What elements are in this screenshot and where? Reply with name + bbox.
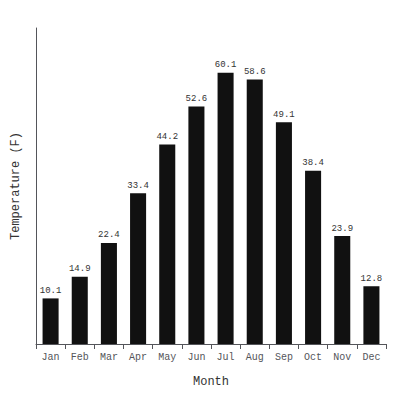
svg-text:Aug: Aug [246, 352, 264, 363]
svg-text:33.4: 33.4 [127, 181, 149, 191]
svg-text:Apr: Apr [129, 352, 147, 363]
svg-text:Jul: Jul [217, 352, 235, 363]
svg-text:Sep: Sep [275, 352, 293, 363]
svg-text:23.9: 23.9 [331, 224, 353, 234]
svg-text:60.1: 60.1 [215, 60, 237, 70]
svg-text:12.8: 12.8 [361, 274, 383, 284]
svg-text:49.1: 49.1 [273, 110, 295, 120]
svg-text:Month: Month [193, 375, 229, 389]
svg-text:Nov: Nov [333, 352, 351, 363]
svg-text:Oct: Oct [304, 352, 322, 363]
svg-text:May: May [158, 352, 176, 363]
svg-text:Jun: Jun [187, 352, 205, 363]
svg-text:44.2: 44.2 [156, 132, 178, 142]
svg-text:Dec: Dec [362, 352, 380, 363]
svg-text:10.1: 10.1 [40, 286, 62, 296]
svg-text:22.4: 22.4 [98, 230, 120, 240]
svg-text:14.9: 14.9 [69, 264, 91, 274]
svg-text:38.4: 38.4 [302, 158, 324, 168]
svg-text:58.6: 58.6 [244, 67, 266, 77]
svg-text:Feb: Feb [71, 352, 89, 363]
svg-text:Mar: Mar [100, 352, 118, 363]
svg-text:Temperature (F): Temperature (F) [9, 132, 23, 240]
svg-text:Jan: Jan [42, 352, 60, 363]
svg-text:52.6: 52.6 [186, 94, 208, 104]
